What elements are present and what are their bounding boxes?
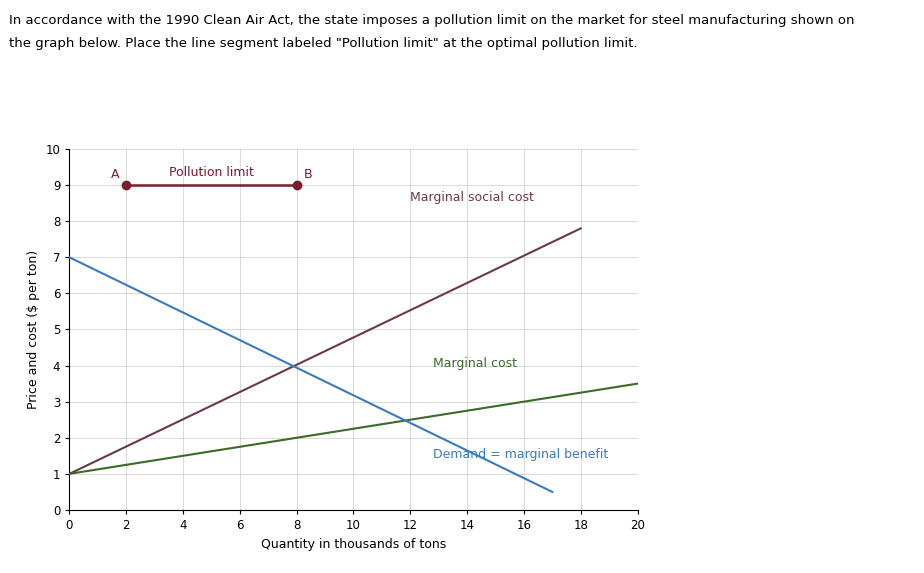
Text: the graph below. Place the line segment labeled "Pollution limit" at the optimal: the graph below. Place the line segment … bbox=[9, 37, 638, 50]
X-axis label: Quantity in thousands of tons: Quantity in thousands of tons bbox=[261, 537, 446, 551]
Text: Pollution limit: Pollution limit bbox=[169, 166, 254, 179]
Text: Demand = marginal benefit: Demand = marginal benefit bbox=[433, 448, 608, 461]
Text: In accordance with the 1990 Clean Air Act, the state imposes a pollution limit o: In accordance with the 1990 Clean Air Ac… bbox=[9, 14, 855, 28]
Text: Marginal social cost: Marginal social cost bbox=[410, 191, 534, 204]
Y-axis label: Price and cost ($ per ton): Price and cost ($ per ton) bbox=[27, 250, 40, 409]
Text: B: B bbox=[304, 168, 312, 180]
Text: Marginal cost: Marginal cost bbox=[433, 358, 517, 370]
Text: A: A bbox=[111, 168, 119, 180]
